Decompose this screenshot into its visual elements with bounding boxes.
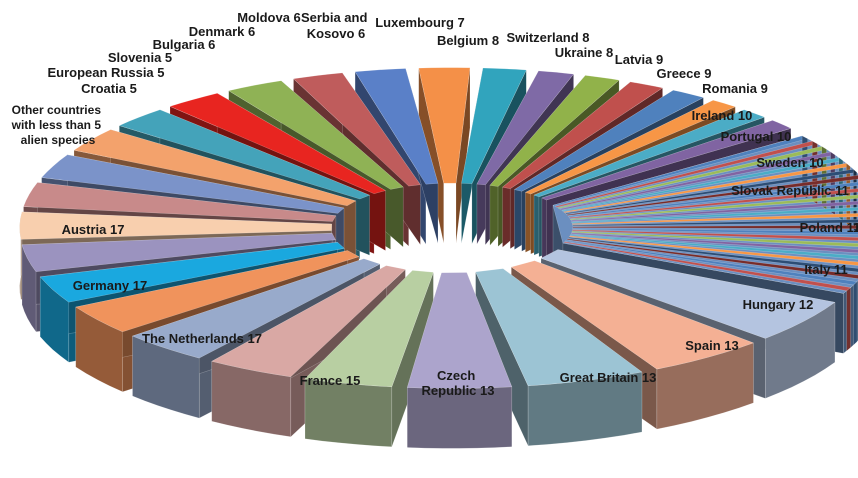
others-stripe-rim (853, 281, 858, 346)
slice-outer-rim (407, 386, 513, 449)
label-other-countries: Other countries with less than 5 alien s… (11, 103, 105, 147)
slice-top-face (73, 129, 357, 207)
label-austria: Austria 17 (62, 222, 125, 237)
label-serbia-kosovo: Serbia and Kosovo 6 (301, 10, 371, 41)
slice-labels: Czech Republic 13 Great Britain 13 Spain… (11, 10, 858, 398)
label-sweden: Sweden 10 (756, 155, 823, 170)
slice-top-face (304, 270, 434, 388)
others-stripe (571, 231, 858, 248)
slice-top-face (39, 241, 345, 303)
label-european-russia: European Russia 5 (47, 65, 164, 80)
pie-slices (19, 67, 858, 449)
slice-top-face (406, 272, 513, 389)
others-stripe-rim (846, 286, 851, 352)
label-portugal: Portugal 10 (721, 129, 792, 144)
label-hungary: Hungary 12 (743, 297, 814, 312)
slice-side-wall (455, 67, 471, 244)
slice-top-face (541, 120, 792, 201)
slice-top-face (461, 67, 527, 184)
others-stripe (571, 213, 858, 225)
slice-top-face (118, 109, 371, 200)
label-ireland: Ireland 10 (692, 108, 753, 123)
slice-top-face (23, 182, 337, 222)
slice-outer-rim (304, 378, 393, 448)
others-stripe (572, 225, 858, 229)
slice-outer-rim (39, 276, 70, 363)
label-switzerland: Switzerland 8 (506, 30, 589, 45)
label-greece: Greece 9 (657, 66, 712, 81)
slice-czech-republic (304, 269, 434, 448)
others-stripe (566, 175, 858, 216)
others-stripe (568, 235, 858, 266)
label-latvia: Latvia 9 (615, 52, 663, 67)
others-stripe (570, 232, 858, 254)
others-stripe (572, 228, 858, 235)
label-germany: Germany 17 (73, 278, 147, 293)
slice-top-face (513, 89, 705, 192)
others-stripe (569, 234, 858, 260)
slice-top-face (354, 68, 439, 185)
label-bulgaria: Bulgaria 6 (153, 37, 216, 52)
others-stripe (572, 229, 858, 241)
slice-top-face (524, 99, 737, 195)
slice-top-face (533, 109, 766, 198)
slice-top-face (211, 265, 406, 378)
label-romania: Romania 9 (702, 81, 768, 96)
label-poland: Poland 11 (800, 220, 858, 235)
label-slovak-republic: Slovak Republic 11 (731, 183, 849, 198)
slice-top-face (228, 80, 404, 190)
others-stripes (552, 135, 858, 352)
others-stripe (566, 238, 858, 279)
slice-top-face (21, 232, 336, 272)
label-france: France 15 (300, 373, 361, 388)
label-great-britain: Great Britain 13 (560, 370, 657, 385)
others-stripe (572, 219, 858, 227)
slice-top-face (292, 72, 421, 187)
slice-top-face (418, 67, 471, 184)
slice-top-face (475, 268, 643, 387)
others-stripe (568, 188, 858, 219)
slice-france (406, 272, 513, 449)
label-croatia: Croatia 5 (81, 81, 137, 96)
others-stripe (567, 181, 858, 218)
others-stripe (570, 200, 858, 222)
label-czech-republic: Czech Republic 13 (422, 368, 495, 398)
slice-top-face (169, 93, 387, 194)
others-stripe (567, 237, 858, 273)
label-moldova: Moldova 6 (237, 10, 301, 25)
slice-top-face (501, 81, 664, 189)
label-slovenia: Slovenia 5 (108, 50, 172, 65)
label-belgium: Belgium 8 (437, 33, 499, 48)
label-luxembourg: Luxembourg 7 (375, 15, 465, 30)
slice-the-netherlands (475, 268, 643, 447)
others-stripe (571, 207, 858, 224)
label-the-netherlands: The Netherlands 17 (142, 331, 262, 346)
label-denmark: Denmark 6 (189, 24, 255, 39)
label-spain: Spain 13 (685, 338, 738, 353)
label-ukraine: Ukraine 8 (555, 45, 614, 60)
others-stripe (569, 194, 858, 221)
slice-outer-rim (21, 244, 37, 333)
slice-top-face (41, 154, 345, 214)
label-italy: Italy 11 (804, 262, 847, 277)
slice-outer-rim (527, 371, 643, 447)
slice-top-face (131, 258, 381, 359)
slice-top-face (476, 70, 575, 186)
slice-top-face (489, 75, 620, 187)
slice-top-face (19, 211, 332, 240)
slice-top-face (540, 249, 836, 339)
slice-top-face (510, 260, 755, 370)
slice-top-face (75, 250, 360, 333)
